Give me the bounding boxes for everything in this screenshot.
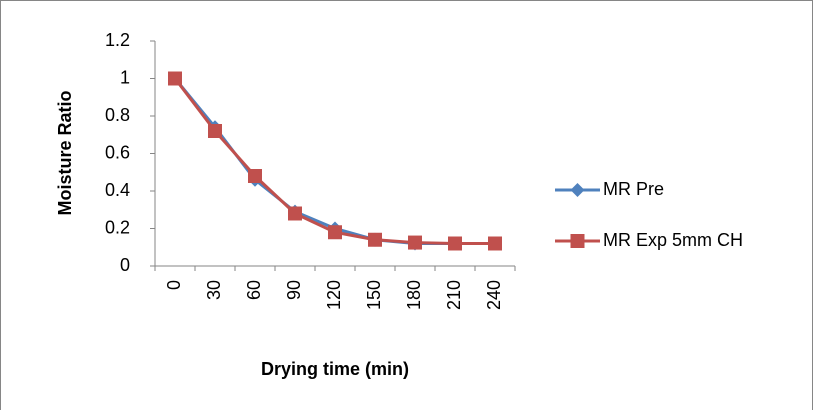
x-tick-label: 60 — [244, 280, 264, 300]
marker — [368, 232, 382, 247]
legend-marker — [570, 234, 585, 248]
x-tick-label: 30 — [204, 280, 224, 300]
y-tick-label: 1 — [120, 67, 130, 87]
x-tick-label: 180 — [404, 280, 424, 310]
x-tick-label: 0 — [164, 280, 184, 290]
marker — [248, 169, 262, 183]
marker — [408, 235, 422, 250]
legend-marker — [570, 183, 585, 197]
y-tick-label: 0 — [120, 255, 130, 275]
legend-label: MR Exp 5mm CH — [603, 230, 743, 250]
x-tick-label: 240 — [484, 280, 504, 310]
x-tick-label: 90 — [284, 280, 304, 300]
marker — [328, 225, 342, 240]
marker — [448, 236, 462, 251]
x-tick-label: 150 — [364, 280, 384, 310]
y-tick-label: 0.4 — [105, 180, 130, 200]
marker — [488, 236, 502, 251]
x-tick-label: 120 — [324, 280, 344, 310]
x-axis-title: Drying time (min) — [261, 359, 409, 379]
y-axis-title: Moisture Ratio — [55, 90, 75, 215]
y-tick-label: 1.2 — [105, 30, 130, 50]
marker — [168, 71, 182, 86]
marker — [208, 124, 222, 138]
y-tick-label: 0.8 — [105, 105, 130, 125]
y-tick-label: 0.2 — [105, 217, 130, 237]
x-tick-label: 210 — [444, 280, 464, 310]
legend-label: MR Pre — [603, 179, 664, 199]
y-tick-label: 0.6 — [105, 142, 130, 162]
marker — [288, 206, 302, 221]
